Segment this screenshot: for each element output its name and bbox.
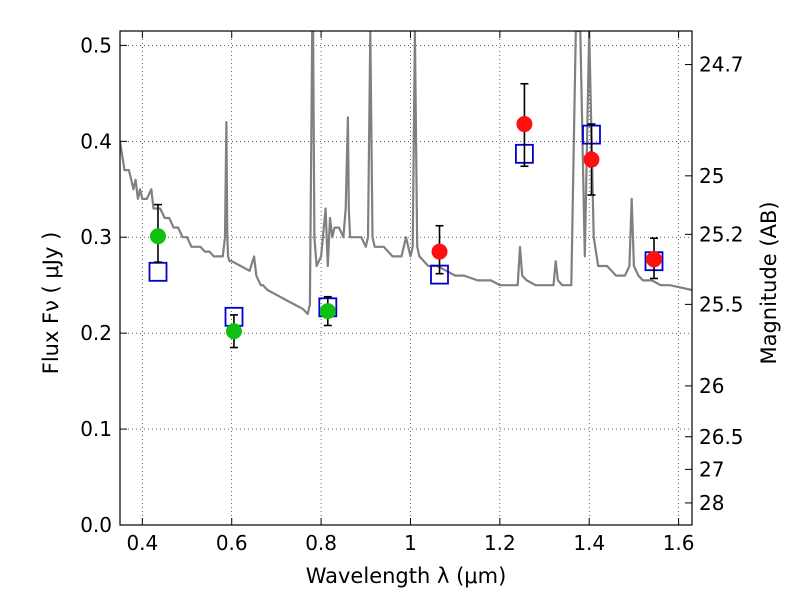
y-axis-label: Flux Fν ( μJy )	[39, 232, 63, 375]
observed-point-marker	[225, 323, 242, 340]
x-tick-label: 1.4	[573, 531, 605, 555]
x-tick-label: 1	[404, 531, 417, 555]
observed-point-marker	[149, 228, 166, 245]
y2-tick-label: 26.5	[699, 425, 744, 449]
model-square-marker	[148, 261, 168, 282]
error-bar-layer	[153, 82, 659, 349]
observed-point-marker	[431, 243, 448, 260]
y2-tick-label: 24.7	[699, 53, 744, 77]
y2-axis-label: Magnitude (AB)	[757, 201, 781, 364]
x-tick-label: 1.6	[663, 531, 695, 555]
y-tick-label: 0.4	[80, 129, 112, 153]
y2-tick-label: 27	[699, 457, 724, 481]
y2-tick-label: 25.2	[699, 222, 744, 246]
observed-point-marker	[646, 251, 663, 268]
y-tick-label: 0.3	[80, 225, 112, 249]
y2-tick-label: 25	[699, 164, 724, 188]
x-tick-label: 0.6	[216, 531, 248, 555]
observed-point-marker	[319, 303, 336, 320]
y-tick-label: 0.0	[80, 513, 112, 537]
x-tick-label: 0.4	[126, 531, 158, 555]
tick-labels: 0.4 0.6 0.8 1 1.2 1.4 1.6 0.0 0.1 0.2 0.3 0.4 0.5 24.…	[80, 33, 743, 555]
y-tick-label: 0.5	[80, 33, 112, 57]
y2-tick-label: 26	[699, 374, 724, 398]
y-tick-label: 0.2	[80, 321, 112, 345]
x-tick-label: 1.2	[484, 531, 516, 555]
observed-point-marker	[516, 116, 533, 133]
spectrum-layer	[120, 31, 692, 316]
y-tick-label: 0.1	[80, 417, 112, 441]
y2-tick-label: 28	[699, 491, 724, 515]
observed-point-marker	[583, 151, 600, 168]
axis-ticks	[120, 31, 692, 526]
observed-photometry-layer	[149, 116, 663, 340]
spectrum-line	[120, 31, 692, 316]
x-axis-label: Wavelength λ (μm)	[306, 564, 507, 588]
grid-lines	[120, 31, 692, 526]
x-tick-label: 0.8	[305, 531, 337, 555]
y2-tick-label: 25.5	[699, 292, 744, 316]
plot-frame	[119, 30, 693, 526]
